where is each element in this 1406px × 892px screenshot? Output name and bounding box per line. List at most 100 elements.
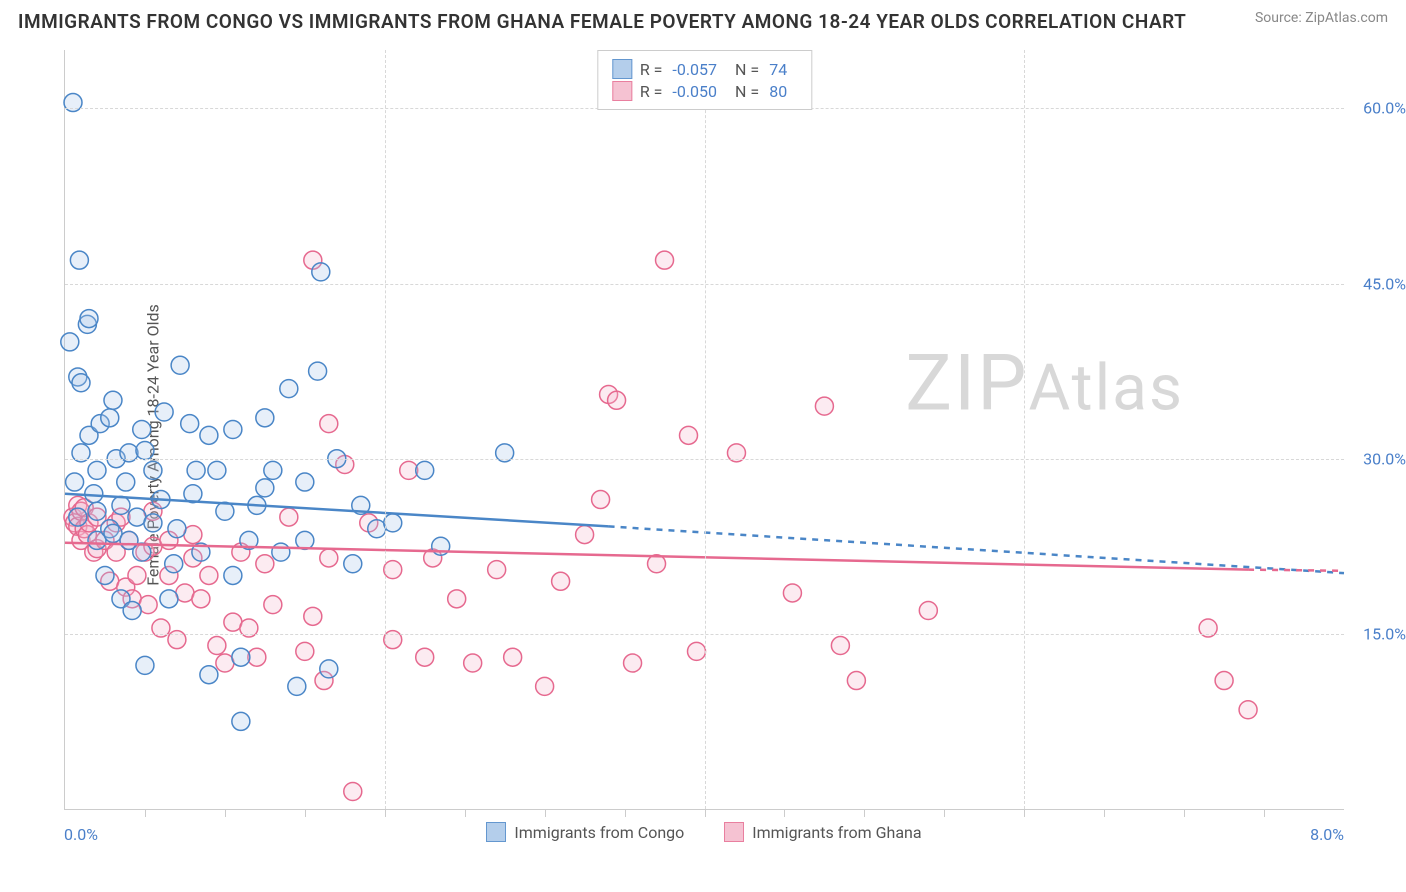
data-point-ghana bbox=[504, 648, 522, 666]
gridline-v bbox=[705, 50, 706, 809]
r-value-ghana: -0.050 bbox=[672, 82, 717, 101]
data-point-congo bbox=[155, 403, 173, 421]
data-point-ghana bbox=[680, 426, 698, 444]
data-point-congo bbox=[208, 461, 226, 479]
data-point-ghana bbox=[320, 415, 338, 433]
data-point-ghana bbox=[384, 561, 402, 579]
n-value-congo: 74 bbox=[769, 60, 787, 79]
data-point-congo bbox=[256, 409, 274, 427]
gridline-v bbox=[385, 50, 386, 809]
stats-row-ghana: R = -0.050 N = 80 bbox=[612, 81, 797, 101]
data-point-ghana bbox=[608, 391, 626, 409]
data-point-congo bbox=[309, 362, 327, 380]
data-point-congo bbox=[280, 380, 298, 398]
data-point-congo bbox=[296, 531, 314, 549]
data-point-ghana bbox=[256, 555, 274, 573]
data-point-congo bbox=[296, 473, 314, 491]
y-tick-label: 45.0% bbox=[1363, 274, 1406, 293]
data-point-congo bbox=[80, 310, 98, 328]
x-minor-tick bbox=[1184, 809, 1185, 817]
data-point-congo bbox=[88, 502, 106, 520]
x-tick-min: 0.0% bbox=[64, 825, 98, 844]
data-point-ghana bbox=[847, 672, 865, 690]
data-point-ghana bbox=[536, 677, 554, 695]
y-tick-label: 15.0% bbox=[1363, 624, 1406, 643]
swatch-ghana bbox=[612, 81, 632, 101]
data-point-congo bbox=[384, 514, 402, 532]
data-point-congo bbox=[171, 356, 189, 374]
data-point-congo bbox=[96, 566, 114, 584]
x-minor-tick bbox=[545, 809, 546, 817]
data-point-ghana bbox=[280, 508, 298, 526]
x-minor-tick bbox=[385, 809, 386, 817]
r-label: R = bbox=[640, 82, 663, 101]
y-tick-label: 60.0% bbox=[1363, 99, 1406, 118]
data-point-ghana bbox=[344, 782, 362, 800]
data-point-congo bbox=[344, 555, 362, 573]
data-point-congo bbox=[232, 712, 250, 730]
source-label: Source: ZipAtlas.com bbox=[1255, 10, 1388, 26]
data-point-congo bbox=[117, 473, 135, 491]
data-point-congo bbox=[61, 333, 79, 351]
data-point-congo bbox=[70, 251, 88, 269]
data-point-ghana bbox=[1215, 672, 1233, 690]
data-point-congo bbox=[288, 677, 306, 695]
data-point-ghana bbox=[304, 607, 322, 625]
data-point-congo bbox=[69, 508, 87, 526]
data-point-congo bbox=[272, 543, 290, 561]
data-point-congo bbox=[416, 461, 434, 479]
data-point-ghana bbox=[416, 648, 434, 666]
data-point-congo bbox=[66, 473, 84, 491]
data-point-congo bbox=[264, 461, 282, 479]
stats-row-congo: R = -0.057 N = 74 bbox=[612, 59, 797, 79]
data-point-congo bbox=[133, 421, 151, 439]
data-point-congo bbox=[165, 555, 183, 573]
data-point-ghana bbox=[200, 566, 218, 584]
data-point-congo bbox=[200, 426, 218, 444]
data-point-ghana bbox=[192, 590, 210, 608]
data-point-congo bbox=[320, 660, 338, 678]
trend-line-congo-dash bbox=[609, 526, 1344, 573]
r-label: R = bbox=[640, 60, 663, 79]
data-point-congo bbox=[123, 601, 141, 619]
data-point-congo bbox=[187, 461, 205, 479]
x-minor-tick bbox=[1104, 809, 1105, 817]
x-minor-tick bbox=[705, 809, 706, 817]
data-point-ghana bbox=[296, 642, 314, 660]
stats-legend-box: R = -0.057 N = 74 R = -0.050 N = 80 bbox=[597, 50, 812, 110]
y-tick-label: 30.0% bbox=[1363, 449, 1406, 468]
x-minor-tick bbox=[145, 809, 146, 817]
data-point-ghana bbox=[1239, 701, 1257, 719]
x-minor-tick bbox=[864, 809, 865, 817]
n-label: N = bbox=[735, 60, 759, 79]
data-point-ghana bbox=[576, 526, 594, 544]
data-point-ghana bbox=[488, 561, 506, 579]
data-point-congo bbox=[256, 479, 274, 497]
data-point-congo bbox=[112, 496, 130, 514]
x-minor-tick bbox=[625, 809, 626, 817]
chart-container: Female Poverty Among 18-24 Year Olds ZIP… bbox=[48, 50, 1388, 840]
data-point-ghana bbox=[919, 601, 937, 619]
data-point-ghana bbox=[320, 549, 338, 567]
data-point-ghana bbox=[464, 654, 482, 672]
data-point-congo bbox=[72, 374, 90, 392]
data-point-ghana bbox=[656, 251, 674, 269]
data-point-ghana bbox=[448, 590, 466, 608]
x-minor-tick bbox=[1264, 809, 1265, 817]
chart-title: IMMIGRANTS FROM CONGO VS IMMIGRANTS FROM… bbox=[18, 10, 1186, 33]
data-point-congo bbox=[101, 409, 119, 427]
data-point-congo bbox=[144, 461, 162, 479]
x-minor-tick bbox=[225, 809, 226, 817]
data-point-congo bbox=[85, 485, 103, 503]
data-point-congo bbox=[104, 391, 122, 409]
data-point-congo bbox=[160, 590, 178, 608]
data-point-ghana bbox=[592, 491, 610, 509]
data-point-congo bbox=[312, 263, 330, 281]
data-point-ghana bbox=[815, 397, 833, 415]
data-point-congo bbox=[224, 566, 242, 584]
x-minor-tick bbox=[944, 809, 945, 817]
data-point-congo bbox=[144, 514, 162, 532]
swatch-congo bbox=[612, 59, 632, 79]
n-value-ghana: 80 bbox=[769, 82, 787, 101]
x-axis-labels: 0.0% 8.0% bbox=[64, 825, 1344, 844]
